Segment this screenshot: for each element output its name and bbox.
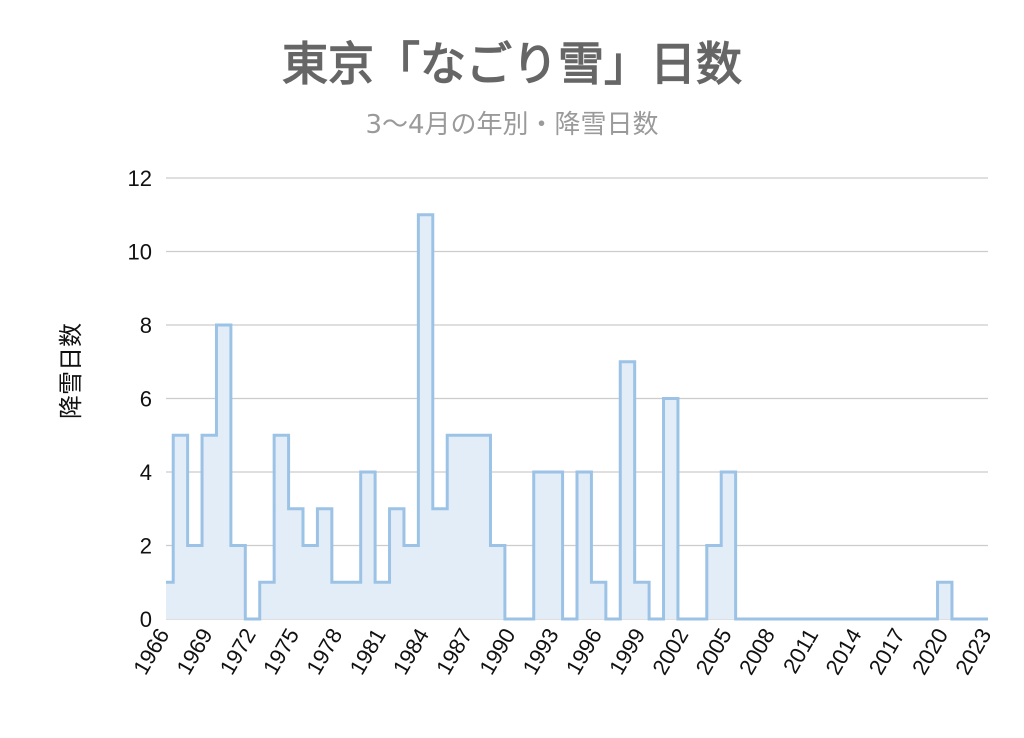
y-tick-label: 0	[140, 607, 152, 632]
x-tick-label: 1996	[561, 624, 607, 679]
y-axis-ticks: 0 2 4 6 8 10 12	[128, 166, 152, 632]
x-tick-label: 1990	[474, 624, 520, 679]
x-tick-label: 2002	[647, 624, 693, 679]
x-tick-label: 2017	[864, 624, 910, 679]
x-tick-label: 1966	[128, 624, 174, 679]
x-tick-label: 2023	[950, 624, 996, 679]
series-line	[166, 213, 988, 621]
y-axis-label: 降雪日数	[57, 323, 85, 419]
x-tick-label: 2011	[778, 624, 823, 677]
x-tick-label: 1972	[215, 624, 261, 679]
x-tick-label: 1981	[345, 624, 391, 679]
x-tick-label: 1999	[604, 624, 650, 679]
x-tick-label: 2014	[820, 624, 866, 679]
y-tick-label: 12	[128, 166, 152, 191]
y-tick-label: 4	[140, 460, 152, 485]
y-tick-label: 10	[128, 240, 152, 265]
chart-title: 東京「なごり雪」日数	[282, 37, 742, 91]
x-tick-label: 1984	[388, 624, 434, 679]
x-tick-label: 2020	[907, 624, 953, 679]
y-tick-label: 6	[140, 387, 152, 412]
plot-area	[166, 213, 988, 621]
x-tick-label: 2005	[691, 624, 737, 679]
x-axis-ticks: 1966196919721975197819811984198719901993…	[128, 624, 996, 679]
y-tick-label: 2	[140, 534, 152, 559]
chart-subtitle: 3〜4月の年別・降雪日数	[365, 110, 659, 140]
x-tick-label: 1969	[171, 624, 217, 679]
x-tick-label: 1987	[431, 624, 477, 679]
x-tick-label: 1993	[518, 624, 564, 679]
area-fill	[166, 214, 988, 619]
x-tick-label: 1978	[301, 624, 347, 679]
x-tick-label: 1975	[258, 624, 304, 679]
y-tick-label: 8	[140, 313, 152, 338]
x-tick-label: 2008	[734, 624, 780, 679]
